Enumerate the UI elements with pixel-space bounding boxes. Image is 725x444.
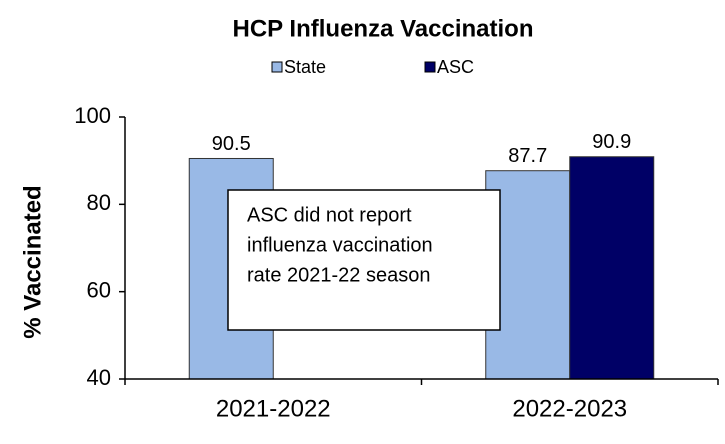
bar xyxy=(569,156,655,380)
chart-title: HCP Influenza Vaccination xyxy=(233,15,534,42)
annotation-text: rate 2021-22 season xyxy=(247,264,430,286)
legend-label: ASC xyxy=(437,57,474,77)
x-tick-label: 2022-2023 xyxy=(512,395,627,422)
y-tick-label: 80 xyxy=(87,190,111,215)
annotation-text: ASC did not report xyxy=(247,204,412,226)
x-tick-label: 2021-2022 xyxy=(216,395,331,422)
legend-swatch xyxy=(271,61,283,73)
y-tick-label: 100 xyxy=(74,103,111,128)
y-tick-label: 40 xyxy=(87,365,111,390)
legend-swatch xyxy=(424,61,436,73)
annotation-text: influenza vaccination xyxy=(247,234,433,256)
data-label: 90.5 xyxy=(212,133,251,155)
annotation-box xyxy=(227,189,501,331)
data-label: 87.7 xyxy=(508,145,547,167)
data-label: 90.9 xyxy=(592,131,631,153)
legend-label: State xyxy=(284,57,326,77)
y-axis-label: % Vaccinated xyxy=(19,185,46,338)
y-tick-label: 60 xyxy=(87,277,111,302)
